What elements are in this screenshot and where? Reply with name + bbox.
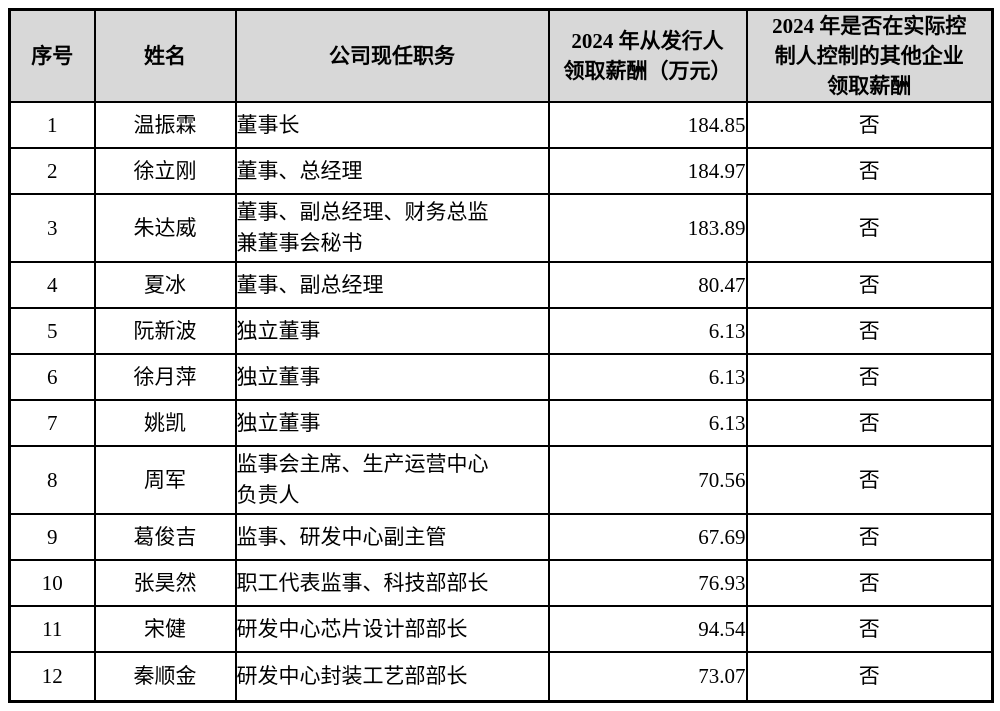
cell-other: 否 — [745, 307, 994, 355]
cell-position: 研发中心封装工艺部部长 — [234, 651, 550, 702]
cell-salary: 76.93 — [547, 559, 748, 607]
cell-name: 温振霖 — [93, 101, 237, 149]
cell-salary: 6.13 — [547, 353, 748, 401]
table-row: 10 张昊然 职工代表监事、科技部部长 76.93 否 — [8, 559, 994, 607]
cell-salary: 67.69 — [547, 513, 748, 561]
cell-name: 姚凯 — [93, 399, 237, 447]
cell-no: 10 — [8, 559, 96, 607]
cell-no: 3 — [8, 193, 96, 263]
cell-other: 否 — [745, 651, 994, 702]
cell-salary: 184.85 — [547, 101, 748, 149]
cell-other: 否 — [745, 559, 994, 607]
column-header-no: 序号 — [8, 8, 96, 103]
cell-salary: 80.47 — [547, 261, 748, 309]
cell-no: 11 — [8, 605, 96, 653]
cell-salary: 6.13 — [547, 399, 748, 447]
cell-salary: 183.89 — [547, 193, 748, 263]
cell-name: 葛俊吉 — [93, 513, 237, 561]
cell-salary: 94.54 — [547, 605, 748, 653]
cell-other: 否 — [745, 147, 994, 195]
cell-position: 研发中心芯片设计部部长 — [234, 605, 550, 653]
table-row: 8 周军 监事会主席、生产运营中心 负责人 70.56 否 — [8, 445, 994, 515]
cell-position: 职工代表监事、科技部部长 — [234, 559, 550, 607]
cell-position: 独立董事 — [234, 353, 550, 401]
cell-position: 监事会主席、生产运营中心 负责人 — [234, 445, 550, 515]
table-row: 3 朱达威 董事、副总经理、财务总监 兼董事会秘书 183.89 否 — [8, 193, 994, 263]
cell-position: 监事、研发中心副主管 — [234, 513, 550, 561]
column-header-salary: 2024 年从发行人 领取薪酬（万元） — [547, 8, 748, 103]
cell-position: 董事、副总经理、财务总监 兼董事会秘书 — [234, 193, 550, 263]
cell-other: 否 — [745, 353, 994, 401]
table-row: 6 徐月萍 独立董事 6.13 否 — [8, 353, 994, 401]
cell-name: 周军 — [93, 445, 237, 515]
cell-salary: 70.56 — [547, 445, 748, 515]
table-row: 7 姚凯 独立董事 6.13 否 — [8, 399, 994, 447]
cell-name: 夏冰 — [93, 261, 237, 309]
cell-name: 徐月萍 — [93, 353, 237, 401]
cell-no: 7 — [8, 399, 96, 447]
cell-other: 否 — [745, 193, 994, 263]
cell-salary: 73.07 — [547, 651, 748, 702]
cell-name: 阮新波 — [93, 307, 237, 355]
cell-no: 5 — [8, 307, 96, 355]
cell-other: 否 — [745, 445, 994, 515]
cell-name: 张昊然 — [93, 559, 237, 607]
cell-salary: 6.13 — [547, 307, 748, 355]
cell-position: 董事、总经理 — [234, 147, 550, 195]
cell-other: 否 — [745, 261, 994, 309]
cell-no: 4 — [8, 261, 96, 309]
column-header-name: 姓名 — [93, 8, 237, 103]
column-header-position: 公司现任职务 — [234, 8, 550, 103]
cell-no: 6 — [8, 353, 96, 401]
cell-other: 否 — [745, 399, 994, 447]
cell-position: 董事、副总经理 — [234, 261, 550, 309]
cell-no: 1 — [8, 101, 96, 149]
header-row: 序号 姓名 公司现任职务 2024 年从发行人 领取薪酬（万元） 2024 年是… — [8, 8, 994, 103]
cell-name: 宋健 — [93, 605, 237, 653]
column-header-other: 2024 年是否在实际控 制人控制的其他企业 领取薪酬 — [745, 8, 994, 103]
cell-name: 徐立刚 — [93, 147, 237, 195]
cell-other: 否 — [745, 513, 994, 561]
table-row: 4 夏冰 董事、副总经理 80.47 否 — [8, 261, 994, 309]
cell-position: 独立董事 — [234, 399, 550, 447]
cell-no: 12 — [8, 651, 96, 702]
cell-position: 董事长 — [234, 101, 550, 149]
cell-no: 8 — [8, 445, 96, 515]
executive-compensation-table: 序号 姓名 公司现任职务 2024 年从发行人 领取薪酬（万元） 2024 年是… — [8, 8, 994, 703]
cell-salary: 184.97 — [547, 147, 748, 195]
table-row: 9 葛俊吉 监事、研发中心副主管 67.69 否 — [8, 513, 994, 561]
cell-name: 朱达威 — [93, 193, 237, 263]
cell-name: 秦顺金 — [93, 651, 237, 702]
cell-no: 2 — [8, 147, 96, 195]
table-row: 2 徐立刚 董事、总经理 184.97 否 — [8, 147, 994, 195]
table-row: 5 阮新波 独立董事 6.13 否 — [8, 307, 994, 355]
table-row: 12 秦顺金 研发中心封装工艺部部长 73.07 否 — [8, 651, 994, 702]
cell-other: 否 — [745, 101, 994, 149]
cell-position: 独立董事 — [234, 307, 550, 355]
table-row: 1 温振霖 董事长 184.85 否 — [8, 101, 994, 149]
cell-other: 否 — [745, 605, 994, 653]
table-row: 11 宋健 研发中心芯片设计部部长 94.54 否 — [8, 605, 994, 653]
cell-no: 9 — [8, 513, 96, 561]
